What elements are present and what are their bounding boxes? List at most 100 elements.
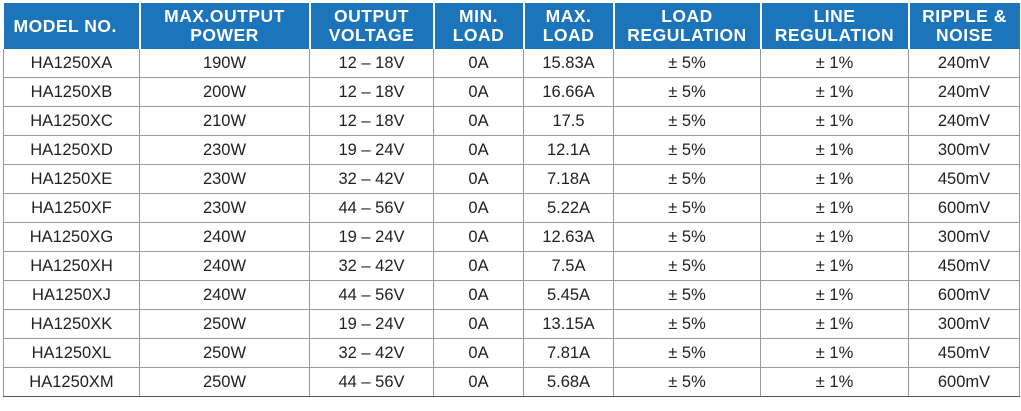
cell-output-voltage: 44 – 56V <box>309 280 434 310</box>
cell-max-load: 5.22A <box>523 193 614 223</box>
cell-load-regulation: ± 5% <box>613 338 761 368</box>
cell-load-regulation: ± 5% <box>613 309 761 339</box>
cell-min-load: 0A <box>433 164 524 194</box>
cell-line-regulation: ± 1% <box>760 164 909 194</box>
table-row: HA1250XD 230W 19 – 24V 0A 12.1A ± 5% ± 1… <box>3 135 1020 165</box>
header-min-load: MIN. LOAD <box>433 3 525 49</box>
cell-line-regulation: ± 1% <box>760 135 909 165</box>
cell-model-no: HA1250XF <box>3 193 140 223</box>
cell-min-load: 0A <box>433 193 524 223</box>
cell-line-regulation: ± 1% <box>760 49 909 78</box>
cell-min-load: 0A <box>433 251 524 281</box>
cell-min-load: 0A <box>433 106 524 136</box>
cell-ripple-noise: 450mV <box>908 164 1020 194</box>
cell-ripple-noise: 300mV <box>908 309 1020 339</box>
table-row: HA1250XL 250W 32 – 42V 0A 7.81A ± 5% ± 1… <box>3 338 1020 368</box>
header-label-line2: POWER <box>190 25 259 45</box>
cell-ripple-noise: 240mV <box>908 49 1020 78</box>
table-row: HA1250XB 200W 12 – 18V 0A 16.66A ± 5% ± … <box>3 77 1020 107</box>
header-model-no: MODEL NO. <box>3 3 141 49</box>
cell-max-load: 7.18A <box>523 164 614 194</box>
table-row: HA1250XC 210W 12 – 18V 0A 17.5 ± 5% ± 1%… <box>3 106 1020 136</box>
cell-max-output-power: 190W <box>139 49 310 78</box>
cell-output-voltage: 44 – 56V <box>309 367 434 397</box>
cell-max-output-power: 230W <box>139 193 310 223</box>
cell-max-load: 5.45A <box>523 280 614 310</box>
cell-ripple-noise: 300mV <box>908 135 1020 165</box>
cell-min-load: 0A <box>433 338 524 368</box>
cell-load-regulation: ± 5% <box>613 222 761 252</box>
cell-ripple-noise: 600mV <box>908 367 1020 397</box>
cell-model-no: HA1250XE <box>3 164 140 194</box>
header-label-line2: REGULATION <box>627 25 747 45</box>
table-body: HA1250XA 190W 12 – 18V 0A 15.83A ± 5% ± … <box>3 49 1020 397</box>
cell-min-load: 0A <box>433 280 524 310</box>
cell-max-load: 7.5A <box>523 251 614 281</box>
cell-line-regulation: ± 1% <box>760 251 909 281</box>
cell-model-no: HA1250XB <box>3 77 140 107</box>
cell-ripple-noise: 240mV <box>908 106 1020 136</box>
cell-output-voltage: 19 – 24V <box>309 135 434 165</box>
spec-table: MODEL NO. MAX.OUTPUT POWER OUTPUT VOLTAG… <box>3 3 1020 397</box>
header-label-line1: RIPPLE & <box>922 6 1007 26</box>
cell-output-voltage: 12 – 18V <box>309 49 434 78</box>
cell-min-load: 0A <box>433 222 524 252</box>
cell-max-output-power: 240W <box>139 280 310 310</box>
cell-model-no: HA1250XD <box>3 135 140 165</box>
cell-min-load: 0A <box>433 309 524 339</box>
cell-line-regulation: ± 1% <box>760 106 909 136</box>
cell-line-regulation: ± 1% <box>760 193 909 223</box>
cell-max-load: 5.68A <box>523 367 614 397</box>
header-output-voltage: OUTPUT VOLTAGE <box>309 3 435 49</box>
header-label-line2: LOAD <box>542 25 595 45</box>
cell-max-load: 12.1A <box>523 135 614 165</box>
cell-max-output-power: 240W <box>139 222 310 252</box>
cell-min-load: 0A <box>433 49 524 78</box>
header-max-output-power: MAX.OUTPUT POWER <box>139 3 311 49</box>
cell-load-regulation: ± 5% <box>613 251 761 281</box>
cell-max-output-power: 230W <box>139 164 310 194</box>
cell-load-regulation: ± 5% <box>613 280 761 310</box>
cell-output-voltage: 32 – 42V <box>309 338 434 368</box>
cell-max-output-power: 200W <box>139 77 310 107</box>
cell-output-voltage: 12 – 18V <box>309 77 434 107</box>
cell-min-load: 0A <box>433 367 524 397</box>
cell-output-voltage: 44 – 56V <box>309 193 434 223</box>
header-label-line1: LOAD <box>661 6 713 26</box>
header-line-regulation: LINE REGULATION <box>760 3 910 49</box>
header-load-regulation: LOAD REGULATION <box>613 3 762 49</box>
cell-max-load: 16.66A <box>523 77 614 107</box>
cell-output-voltage: 32 – 42V <box>309 164 434 194</box>
table-row: HA1250XJ 240W 44 – 56V 0A 5.45A ± 5% ± 1… <box>3 280 1020 310</box>
cell-max-output-power: 250W <box>139 338 310 368</box>
cell-load-regulation: ± 5% <box>613 164 761 194</box>
table-row: HA1250XF 230W 44 – 56V 0A 5.22A ± 5% ± 1… <box>3 193 1020 223</box>
header-label: MODEL NO. <box>13 15 117 36</box>
cell-ripple-noise: 600mV <box>908 280 1020 310</box>
cell-model-no: HA1250XG <box>3 222 140 252</box>
cell-line-regulation: ± 1% <box>760 280 909 310</box>
cell-load-regulation: ± 5% <box>613 106 761 136</box>
cell-load-regulation: ± 5% <box>613 367 761 397</box>
cell-max-load: 7.81A <box>523 338 614 368</box>
cell-max-load: 13.15A <box>523 309 614 339</box>
cell-max-output-power: 250W <box>139 367 310 397</box>
table-row: HA1250XA 190W 12 – 18V 0A 15.83A ± 5% ± … <box>3 49 1020 78</box>
cell-max-output-power: 240W <box>139 251 310 281</box>
cell-model-no: HA1250XJ <box>3 280 140 310</box>
cell-model-no: HA1250XL <box>3 338 140 368</box>
cell-model-no: HA1250XC <box>3 106 140 136</box>
cell-min-load: 0A <box>433 135 524 165</box>
cell-line-regulation: ± 1% <box>760 367 909 397</box>
cell-output-voltage: 32 – 42V <box>309 251 434 281</box>
cell-min-load: 0A <box>433 77 524 107</box>
cell-output-voltage: 19 – 24V <box>309 222 434 252</box>
header-label-line2: LOAD <box>452 25 505 45</box>
header-ripple-noise: RIPPLE & NOISE <box>908 3 1020 49</box>
cell-model-no: HA1250XM <box>3 367 140 397</box>
cell-ripple-noise: 600mV <box>908 193 1020 223</box>
cell-line-regulation: ± 1% <box>760 338 909 368</box>
table-row: HA1250XG 240W 19 – 24V 0A 12.63A ± 5% ± … <box>3 222 1020 252</box>
cell-max-output-power: 250W <box>139 309 310 339</box>
cell-load-regulation: ± 5% <box>613 193 761 223</box>
